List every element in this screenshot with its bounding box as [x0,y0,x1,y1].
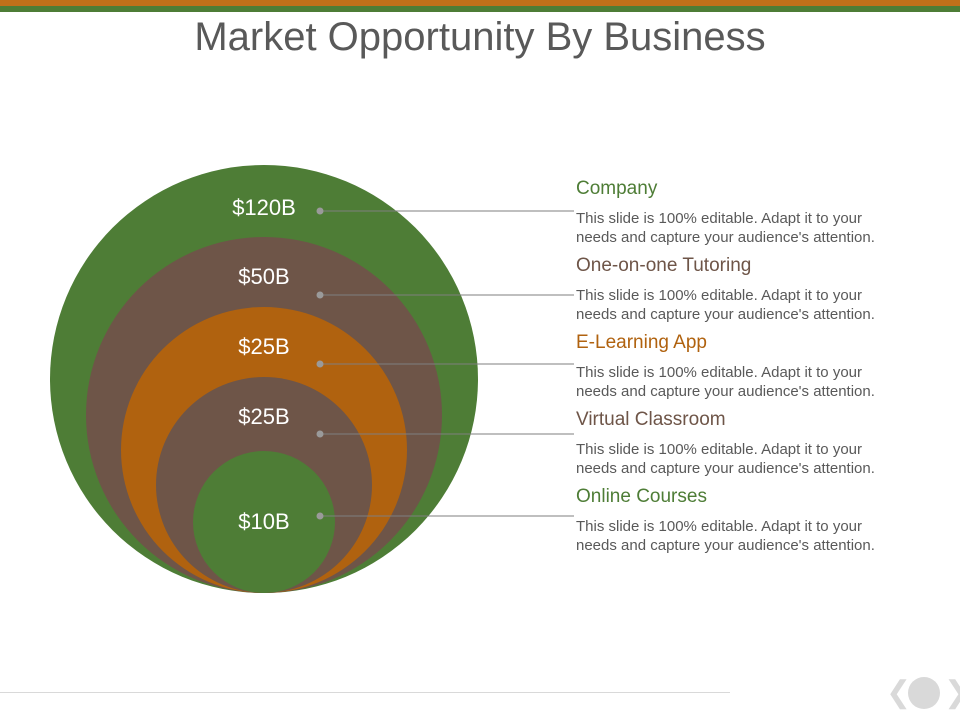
item-description-line: needs and capture your audience's attent… [576,306,875,323]
item-description-line: This slide is 100% editable. Adapt it to… [576,210,862,227]
item-description-company: This slide is 100% editable. Adapt it to… [576,209,956,247]
value-label-tutoring: $50B [238,264,289,289]
top-accent-bar-green [0,6,960,12]
connector-dot-company [316,207,324,215]
connector-dot-virtual-classroom [316,430,324,438]
circle-online-courses [193,451,335,593]
value-label-online-courses: $10B [238,509,289,534]
item-description-line: needs and capture your audience's attent… [576,229,875,246]
nav-center-button[interactable] [908,677,940,709]
value-label-elearning: $25B [238,334,289,359]
item-description-line: This slide is 100% editable. Adapt it to… [576,518,862,535]
item-description-online-courses: This slide is 100% editable. Adapt it to… [576,517,956,555]
item-description-tutoring: This slide is 100% editable. Adapt it to… [576,286,956,324]
item-description-elearning: This slide is 100% editable. Adapt it to… [576,363,956,401]
connector-dot-online-courses [316,512,324,520]
item-description-line: needs and capture your audience's attent… [576,460,875,477]
chevron-left-icon[interactable]: ❮ [886,676,912,709]
item-heading-tutoring: One-on-one Tutoring [576,255,752,276]
item-description-line: This slide is 100% editable. Adapt it to… [576,287,862,304]
item-description-line: This slide is 100% editable. Adapt it to… [576,441,862,458]
value-label-virtual-classroom: $25B [238,404,289,429]
item-description-line: needs and capture your audience's attent… [576,383,875,400]
item-heading-virtual-classroom: Virtual Classroom [576,409,726,430]
connector-dot-tutoring [316,291,324,299]
connector-dot-elearning [316,360,324,368]
item-description-line: needs and capture your audience's attent… [576,537,875,554]
top-accent-bar-orange [0,0,960,6]
item-heading-online-courses: Online Courses [576,486,707,507]
item-heading-elearning: E-Learning App [576,332,707,353]
page-title: Market Opportunity By Business [194,15,766,59]
item-description-line: This slide is 100% editable. Adapt it to… [576,364,862,381]
chevron-right-icon[interactable]: ❯ [944,676,960,710]
value-label-company: $120B [232,195,296,220]
item-description-virtual-classroom: This slide is 100% editable. Adapt it to… [576,440,956,478]
item-heading-company: Company [576,178,658,199]
footer-divider [0,692,730,693]
